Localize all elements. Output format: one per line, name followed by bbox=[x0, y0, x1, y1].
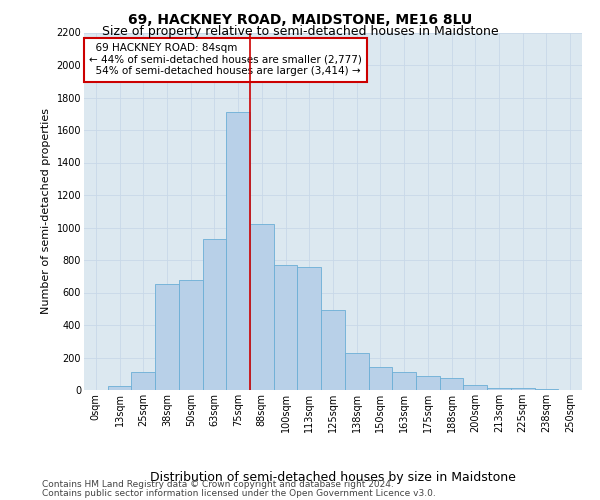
Bar bbox=[511, 388, 535, 390]
X-axis label: Distribution of semi-detached houses by size in Maidstone: Distribution of semi-detached houses by … bbox=[150, 471, 516, 484]
Bar bbox=[368, 367, 392, 390]
Bar bbox=[345, 354, 368, 390]
Bar bbox=[463, 385, 487, 390]
Text: Size of property relative to semi-detached houses in Maidstone: Size of property relative to semi-detach… bbox=[101, 25, 499, 38]
Bar bbox=[392, 372, 416, 390]
Text: 69, HACKNEY ROAD, MAIDSTONE, ME16 8LU: 69, HACKNEY ROAD, MAIDSTONE, ME16 8LU bbox=[128, 12, 472, 26]
Bar bbox=[203, 239, 226, 390]
Bar bbox=[298, 266, 321, 390]
Bar bbox=[250, 224, 274, 390]
Text: 69 HACKNEY ROAD: 84sqm
← 44% of semi-detached houses are smaller (2,777)
  54% o: 69 HACKNEY ROAD: 84sqm ← 44% of semi-det… bbox=[89, 43, 362, 76]
Text: Contains public sector information licensed under the Open Government Licence v3: Contains public sector information licen… bbox=[42, 488, 436, 498]
Text: Contains HM Land Registry data © Crown copyright and database right 2024.: Contains HM Land Registry data © Crown c… bbox=[42, 480, 394, 489]
Bar bbox=[535, 389, 558, 390]
Bar bbox=[440, 378, 463, 390]
Bar bbox=[179, 280, 203, 390]
Bar bbox=[321, 310, 345, 390]
Bar bbox=[108, 386, 131, 390]
Bar bbox=[274, 265, 298, 390]
Bar bbox=[131, 372, 155, 390]
Bar bbox=[416, 376, 440, 390]
Bar bbox=[155, 284, 179, 390]
Y-axis label: Number of semi-detached properties: Number of semi-detached properties bbox=[41, 108, 51, 314]
Bar bbox=[226, 112, 250, 390]
Bar bbox=[487, 388, 511, 390]
